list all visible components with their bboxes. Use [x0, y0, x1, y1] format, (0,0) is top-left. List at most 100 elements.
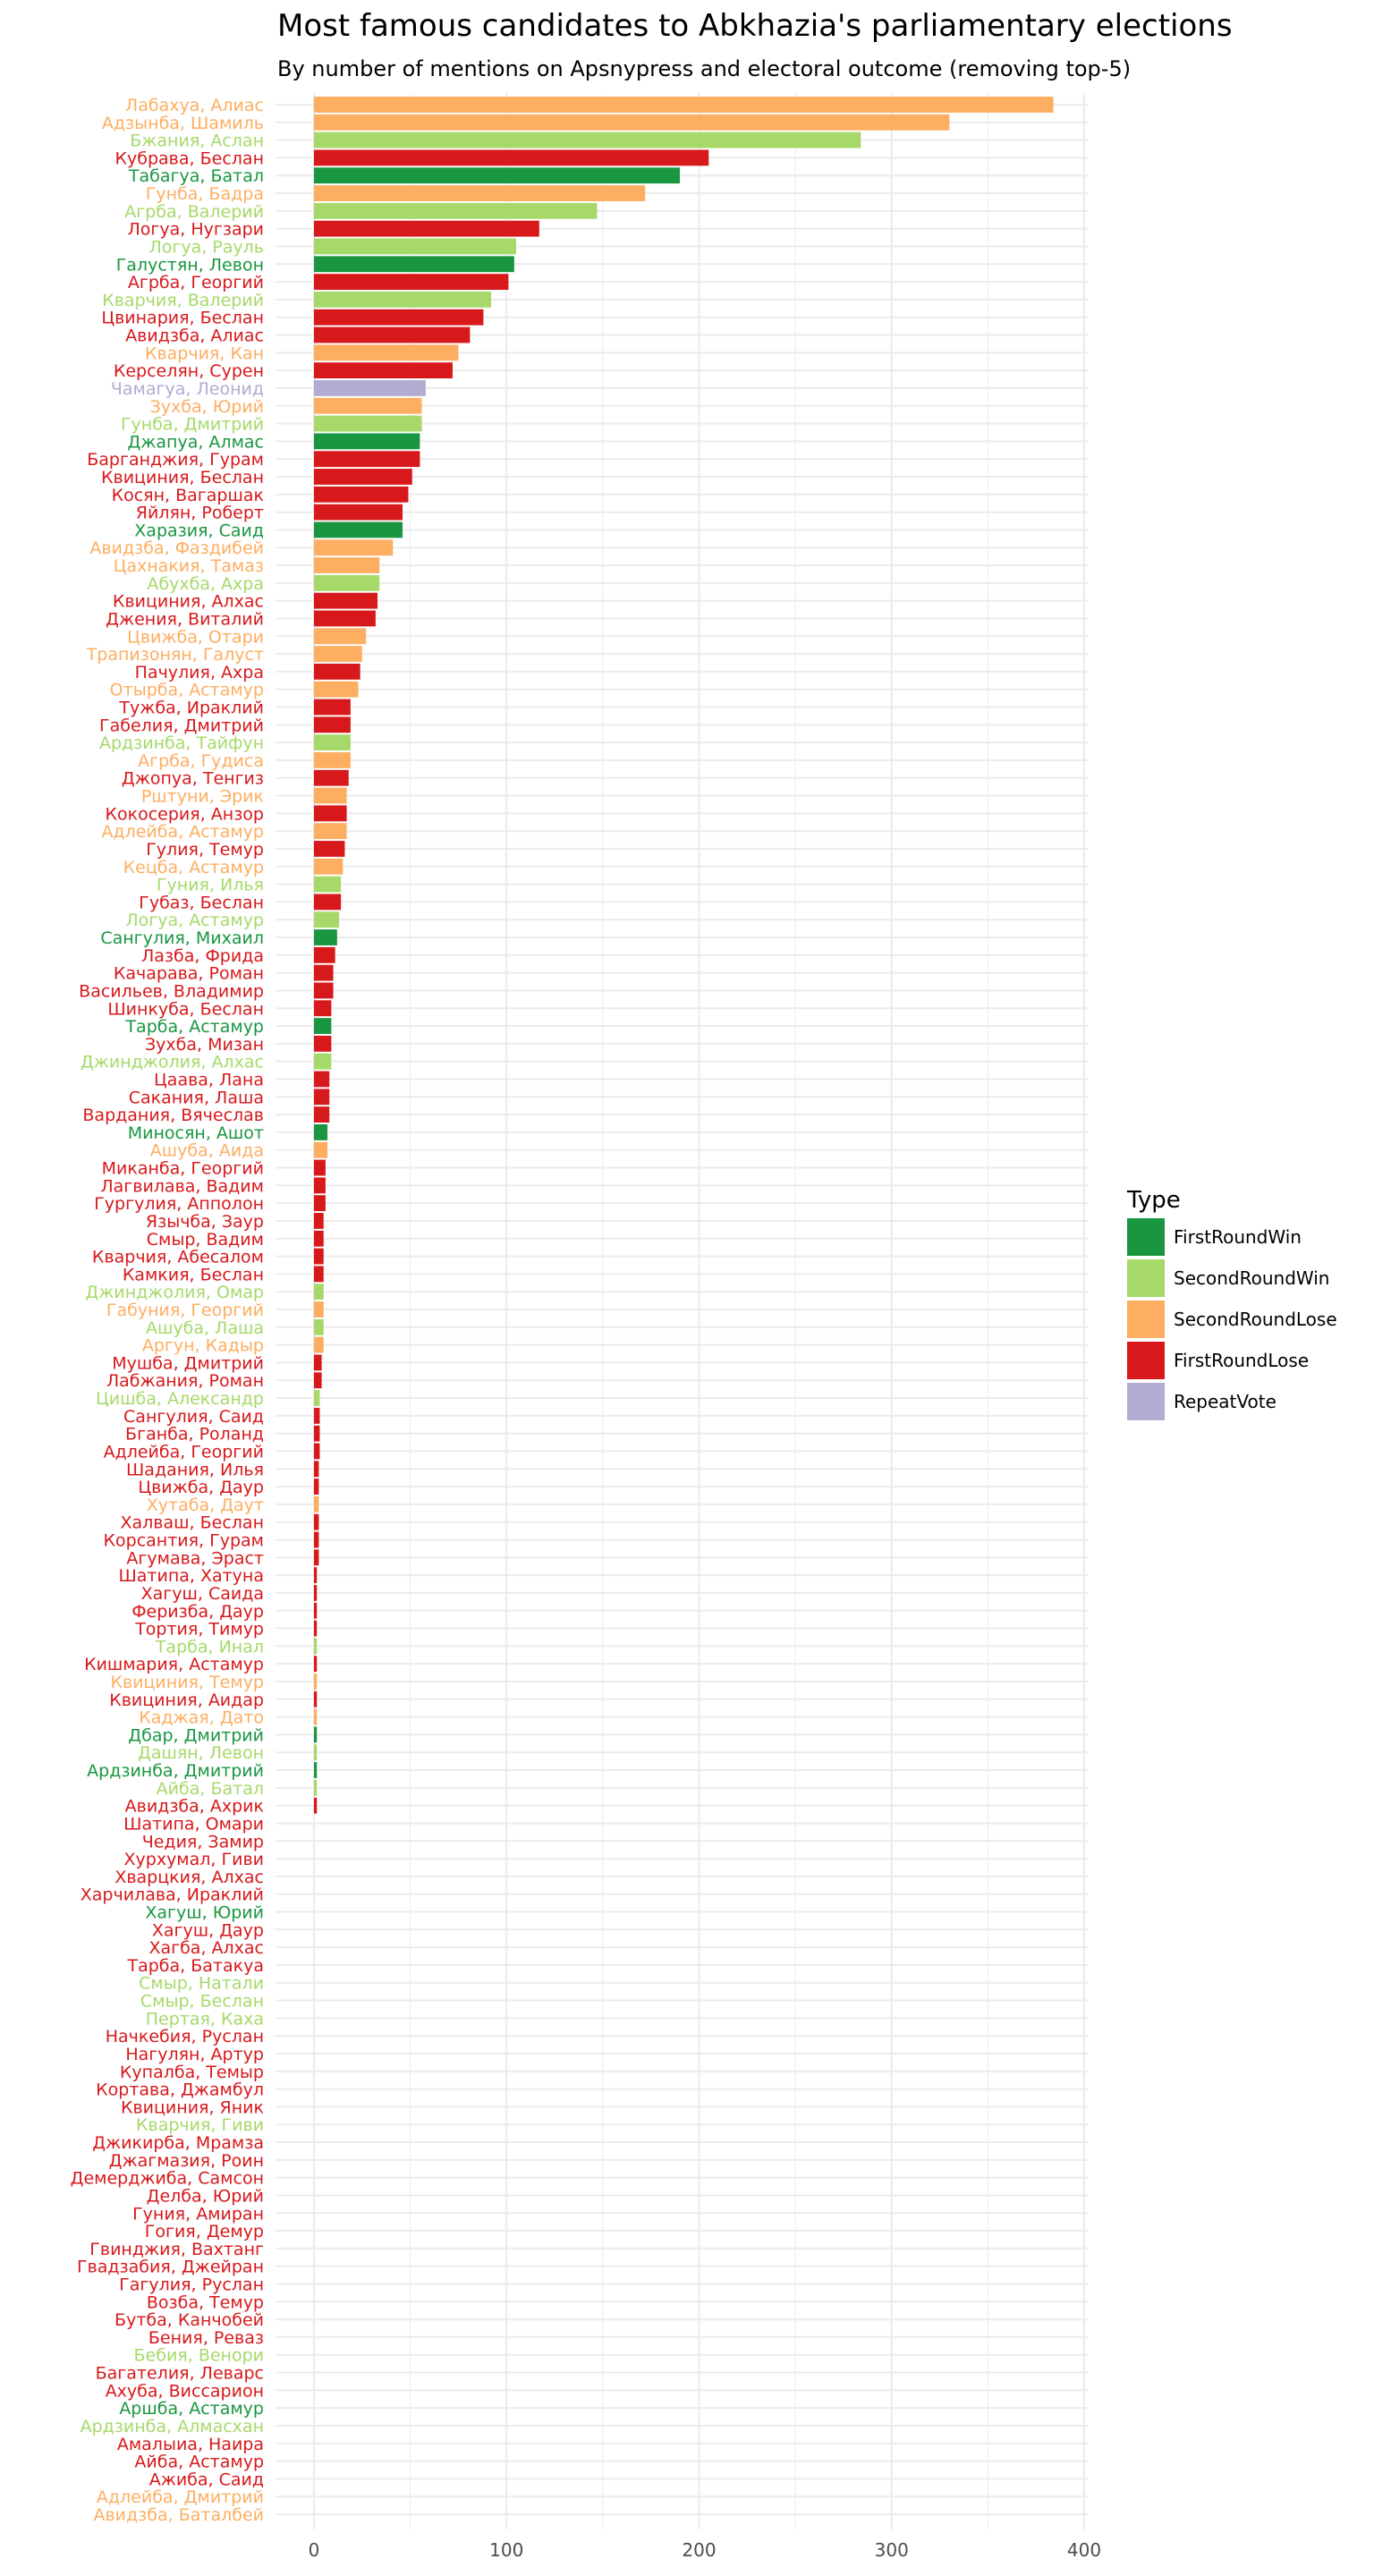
- y-tick-label: Кокосерия, Анзор: [106, 804, 264, 824]
- chart-title: Most famous candidates to Abkhazia's par…: [277, 8, 1233, 44]
- y-tick-label: Гунба, Бадра: [146, 184, 264, 204]
- y-tick-label: Возба, Темур: [147, 2292, 264, 2312]
- bar: [314, 1531, 319, 1548]
- y-tick-label: Чедия, Замир: [142, 1832, 264, 1852]
- y-tick-label: Лазба, Фрида: [141, 946, 264, 966]
- bar: [314, 1230, 324, 1247]
- y-tick-label: Лагвилава, Вадим: [100, 1176, 264, 1196]
- y-tick-label: Логуа, Нугзари: [127, 220, 264, 240]
- bar: [314, 504, 403, 521]
- y-tick-label: Джения, Виталий: [106, 609, 264, 629]
- y-tick-label: Купалба, Темыр: [120, 2063, 264, 2082]
- y-tick-label: Джопуа, Тенгиз: [122, 769, 264, 789]
- bar: [314, 1177, 326, 1194]
- legend-key: [1127, 1259, 1165, 1297]
- y-tick-label: Авидзба, Фаздибей: [89, 538, 264, 558]
- y-tick-label: Агрба, Гудиса: [138, 751, 264, 771]
- y-tick-label: Агумава, Эраст: [126, 1548, 264, 1568]
- bar: [314, 415, 422, 432]
- y-tick-label: Хурхумал, Гиви: [124, 1850, 265, 1869]
- y-tick-label: Кортава, Джамбул: [96, 2080, 264, 2100]
- bar: [314, 894, 342, 911]
- y-tick-label: Лабахуа, Алиас: [125, 96, 264, 115]
- bar: [314, 309, 484, 326]
- bar: [314, 734, 351, 751]
- bar: [314, 1123, 328, 1140]
- bar: [314, 1354, 322, 1371]
- y-tick-label: Мушба, Дмитрий: [112, 1353, 264, 1373]
- y-tick-label: Зухба, Мизан: [145, 1035, 264, 1055]
- y-tick-label: Габелия, Дмитрий: [99, 716, 264, 735]
- y-tick-label: Ашуба, Лаша: [146, 1318, 264, 1338]
- bar: [314, 964, 334, 981]
- chart-subtitle: By number of mentions on Apsnypress and …: [277, 56, 1131, 81]
- plot-panel: [276, 93, 1088, 2529]
- bar: [314, 681, 359, 698]
- y-tick-label: Габуния, Георгий: [106, 1301, 264, 1320]
- y-tick-label: Гуния, Амиран: [132, 2204, 264, 2224]
- x-tick-label: 300: [875, 2539, 909, 2561]
- bar: [314, 1762, 318, 1778]
- bar: [314, 1638, 318, 1655]
- bar: [314, 1106, 330, 1123]
- y-tick-label: Цаава, Лана: [154, 1070, 264, 1089]
- y-tick-label: Квициния, Темур: [110, 1673, 264, 1692]
- y-tick-label: Харазия, Саид: [134, 521, 264, 540]
- bar: [314, 1461, 319, 1478]
- bar: [314, 220, 539, 237]
- y-tick-label: Пачулия, Ахра: [135, 663, 264, 682]
- y-tick-label: Кварчия, Гиви: [136, 2115, 264, 2135]
- y-tick-label: Шатипа, Омари: [123, 1814, 264, 1834]
- bar: [314, 592, 378, 609]
- y-tick-label: Табагуа, Батал: [128, 166, 264, 186]
- bar: [314, 380, 426, 396]
- x-tick-label: 100: [489, 2539, 523, 2561]
- y-tick-label: Бения, Реваз: [148, 2328, 264, 2348]
- bar: [314, 433, 420, 450]
- y-tick-label: Ардзинба, Дмитрий: [87, 1761, 264, 1781]
- bar: [314, 1744, 318, 1761]
- bar: [314, 1479, 319, 1496]
- bar: [314, 274, 509, 291]
- y-tick-label: Джикирба, Мрамза: [92, 2133, 264, 2153]
- bar: [314, 1248, 324, 1265]
- y-tick-label: Логуа, Астамур: [125, 911, 264, 930]
- bar: [314, 769, 349, 786]
- y-tick-label: Галустян, Левон: [116, 255, 264, 275]
- bar: [314, 397, 422, 414]
- y-tick-label: Нагулян, Артур: [125, 2045, 264, 2064]
- y-tick-label: Квициния, Алхас: [113, 592, 264, 612]
- y-tick-label: Гвадзабия, Джейран: [77, 2258, 264, 2277]
- y-tick-label: Агрба, Валерий: [124, 202, 264, 222]
- bar: [314, 1674, 318, 1690]
- bar: [314, 1443, 320, 1460]
- bar: [314, 202, 598, 219]
- bar: [314, 1141, 328, 1158]
- y-tick-label: Цахнакия, Тамаз: [114, 556, 264, 576]
- y-tick-label: Бебия, Венори: [134, 2346, 264, 2366]
- bar: [314, 1656, 318, 1673]
- bar: [314, 1336, 324, 1353]
- bar: [314, 1053, 332, 1070]
- bar: [314, 1726, 318, 1743]
- y-tick-label: Гургулия, Апполон: [94, 1194, 264, 1214]
- y-tick-label: Дашян, Левон: [138, 1743, 264, 1763]
- y-tick-label: Смыр, Беслан: [140, 1992, 264, 2012]
- bar: [314, 1266, 324, 1283]
- x-tick-label: 400: [1067, 2539, 1101, 2561]
- y-tick-label: Камкия, Беслан: [123, 1265, 264, 1284]
- legend: Type FirstRoundWin SecondRoundWin SecondRo…: [1126, 1187, 1337, 1420]
- bar: [314, 1372, 322, 1389]
- bar: [314, 1549, 319, 1566]
- y-tick-label: Аршба, Астамур: [119, 2399, 264, 2419]
- bar: [314, 114, 950, 131]
- y-tick-label: Адлейба, Георгий: [104, 1442, 264, 1462]
- bar: [314, 1089, 330, 1106]
- y-tick-label: Хагба, Алхас: [148, 1938, 264, 1958]
- bar: [314, 1035, 332, 1052]
- y-tick-label: Дбар, Дмитрий: [128, 1725, 264, 1745]
- y-tick-label: Адлейба, Астамур: [101, 822, 264, 842]
- y-tick-label: Хагуш, Саида: [141, 1584, 264, 1604]
- y-tick-label: Корсантия, Гурам: [104, 1531, 264, 1551]
